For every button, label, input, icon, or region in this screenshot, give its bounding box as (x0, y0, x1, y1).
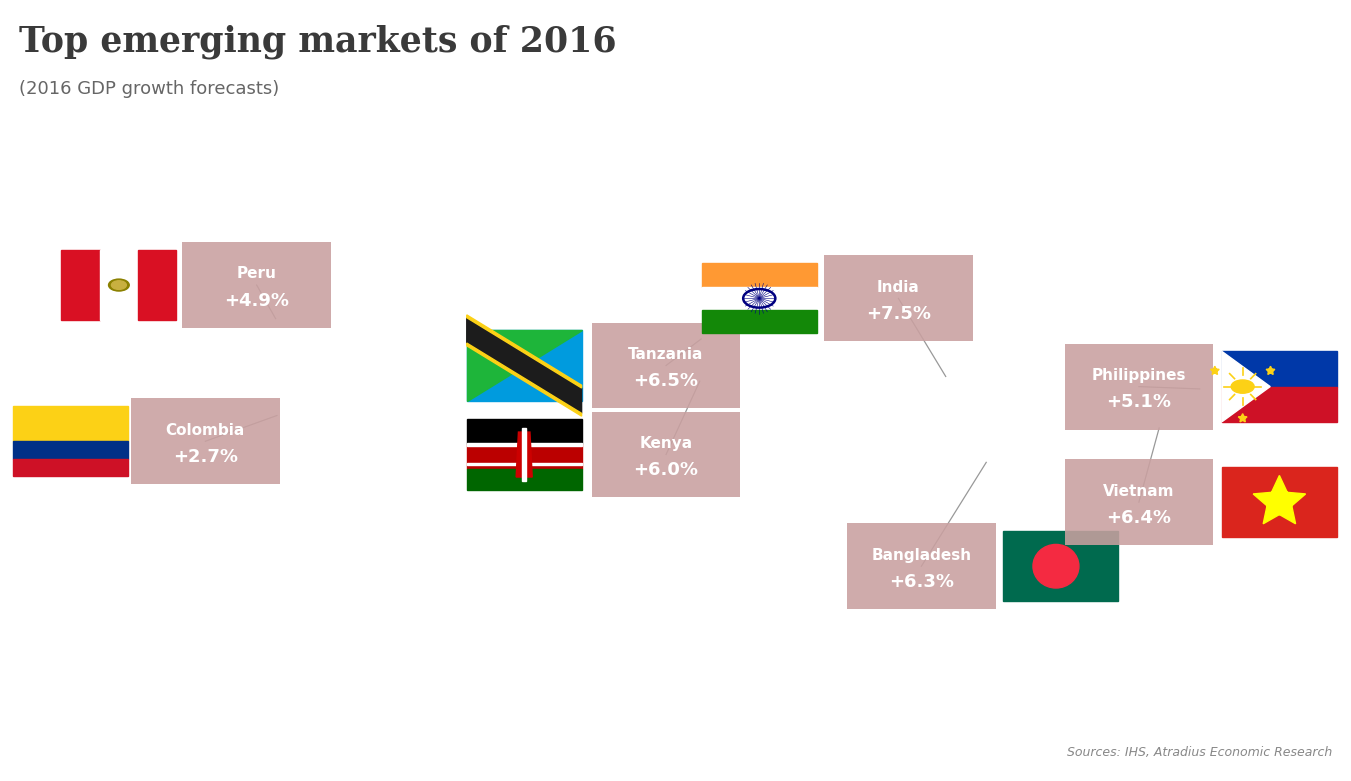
Text: Bangladesh: Bangladesh (871, 547, 971, 562)
Bar (1065, 459, 1213, 545)
Text: (2016 GDP growth forecasts): (2016 GDP growth forecasts) (19, 80, 280, 98)
Bar (12, 406, 127, 441)
Text: India: India (877, 280, 920, 294)
Bar (182, 242, 331, 328)
Bar (467, 330, 581, 401)
Text: +6.3%: +6.3% (889, 572, 954, 590)
Bar (523, 428, 526, 481)
Bar (131, 398, 280, 484)
Text: +4.9%: +4.9% (224, 291, 289, 309)
Text: +6.0%: +6.0% (634, 461, 698, 479)
Bar (1002, 531, 1119, 601)
Text: Peru: Peru (236, 266, 277, 281)
Polygon shape (467, 315, 582, 388)
Bar (703, 287, 816, 310)
Bar (703, 263, 816, 287)
Text: Kenya: Kenya (639, 436, 693, 451)
Text: +2.7%: +2.7% (173, 448, 238, 465)
Text: Tanzania: Tanzania (628, 347, 704, 362)
Polygon shape (467, 343, 582, 416)
Bar (467, 469, 581, 490)
Circle shape (108, 279, 130, 291)
Polygon shape (1210, 366, 1219, 374)
Bar (592, 323, 740, 408)
Polygon shape (467, 330, 582, 401)
Bar (467, 419, 581, 444)
Bar (824, 255, 973, 341)
Bar (61, 250, 100, 320)
Bar (467, 444, 581, 469)
Bar (592, 412, 740, 497)
Text: +5.1%: +5.1% (1106, 393, 1171, 411)
Text: Sources: IHS, Atradius Economic Research: Sources: IHS, Atradius Economic Research (1067, 746, 1332, 759)
Bar (703, 310, 816, 333)
Bar (138, 250, 176, 320)
Text: Vietnam: Vietnam (1104, 483, 1174, 498)
Bar (100, 250, 138, 320)
Polygon shape (516, 432, 532, 477)
Polygon shape (1266, 366, 1275, 374)
Bar (1221, 467, 1336, 537)
Bar (12, 458, 127, 476)
Text: +6.4%: +6.4% (1106, 508, 1171, 526)
Text: +6.5%: +6.5% (634, 372, 698, 390)
Bar (847, 523, 996, 609)
Polygon shape (1254, 476, 1305, 524)
Bar (1221, 387, 1336, 422)
Bar (1065, 344, 1213, 430)
Bar (1221, 351, 1336, 387)
Text: Philippines: Philippines (1092, 368, 1186, 383)
Bar (467, 444, 581, 446)
Text: Colombia: Colombia (166, 423, 245, 437)
Ellipse shape (1034, 544, 1079, 588)
Polygon shape (467, 318, 582, 413)
Bar (12, 441, 127, 458)
Polygon shape (1221, 351, 1270, 422)
Text: Top emerging markets of 2016: Top emerging markets of 2016 (19, 25, 616, 59)
Circle shape (1231, 380, 1254, 394)
Text: +7.5%: +7.5% (866, 305, 931, 323)
Circle shape (111, 280, 127, 290)
Bar (467, 463, 581, 465)
Polygon shape (1239, 414, 1247, 422)
